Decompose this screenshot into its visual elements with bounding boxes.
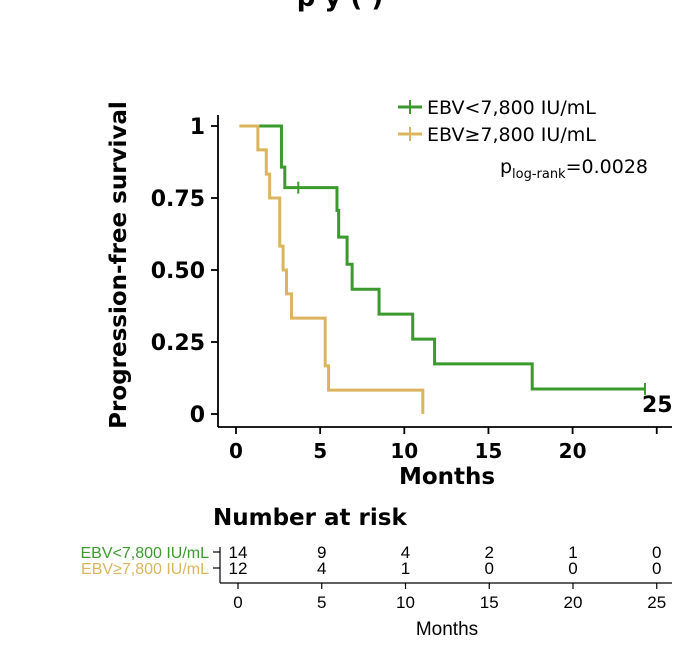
p-label: p [500,156,512,178]
risk-table-title: Number at risk [213,505,407,531]
survival-curves [239,124,646,414]
risk-count: 0 [485,559,494,578]
risk-count: 12 [229,559,248,578]
x-tick-label: 20 [559,439,587,463]
risk-count: 1 [401,559,410,578]
risk-count: 4 [401,543,410,562]
survival-curve-low-ebv [257,124,645,391]
x-tick-label-25: 25 [642,393,673,418]
p-subscript: log-rank [512,167,566,182]
number-at-risk-table: Number at risk EBV<7,800 IU/mL 14 9 4 2 1 0EBV… [80,505,672,640]
risk-count: 0 [652,559,661,578]
x-tick-label: 0 [229,439,243,463]
p-value: =0.0028 [566,156,648,178]
x-axis-label: Months [399,464,495,490]
km-plot: Progression-free survival 0 0.25 0.50 0.75 1… [106,101,673,490]
risk-x-tick-label: 20 [564,593,583,612]
y-tick-label: 1 [190,115,205,140]
legend: EBV<7,800 IU/mL EBV≥7,800 IU/mL [398,97,596,146]
y-tick-label: 0.75 [151,187,205,212]
x-tick-label: 10 [390,439,418,463]
risk-count: 4 [317,559,326,578]
y-tick-label: 0.25 [151,331,205,356]
risk-row-label: EBV≥7,800 IU/mL [81,561,209,578]
risk-count: 14 [229,543,248,562]
risk-x-tick-label: 25 [647,593,666,612]
risk-count: 0 [652,543,661,562]
risk-count: 9 [317,543,326,562]
p-value-annotation: plog-rank=0.0028 [500,156,648,182]
chart-title-fragment: p y ( ) [297,0,383,13]
y-tick-label: 0.50 [151,259,205,284]
risk-count: 2 [485,543,494,562]
risk-x-ticks: 0 5 10 15 20 25 [233,583,666,612]
y-tick-label: 0 [190,403,205,428]
risk-x-tick-label: 15 [480,593,499,612]
risk-count: 1 [568,543,577,562]
risk-x-tick-label: 5 [317,593,326,612]
y-axis-label: Progression-free survival [106,101,132,429]
risk-count: 0 [568,559,577,578]
x-tick-label: 15 [475,439,503,463]
legend-label: EBV<7,800 IU/mL [427,97,596,119]
risk-x-axis-label: Months [416,619,478,640]
risk-x-tick-label: 0 [233,593,242,612]
x-tick-label: 5 [313,439,327,463]
risk-row-label: EBV<7,800 IU/mL [80,545,209,562]
risk-x-tick-label: 10 [396,593,415,612]
legend-label: EBV≥7,800 IU/mL [427,124,596,146]
survival-curve-high-ebv [239,124,425,414]
y-ticks: 0 0.25 0.50 0.75 1 [151,115,218,428]
x-ticks: 0 5 10 15 20 [229,427,658,463]
